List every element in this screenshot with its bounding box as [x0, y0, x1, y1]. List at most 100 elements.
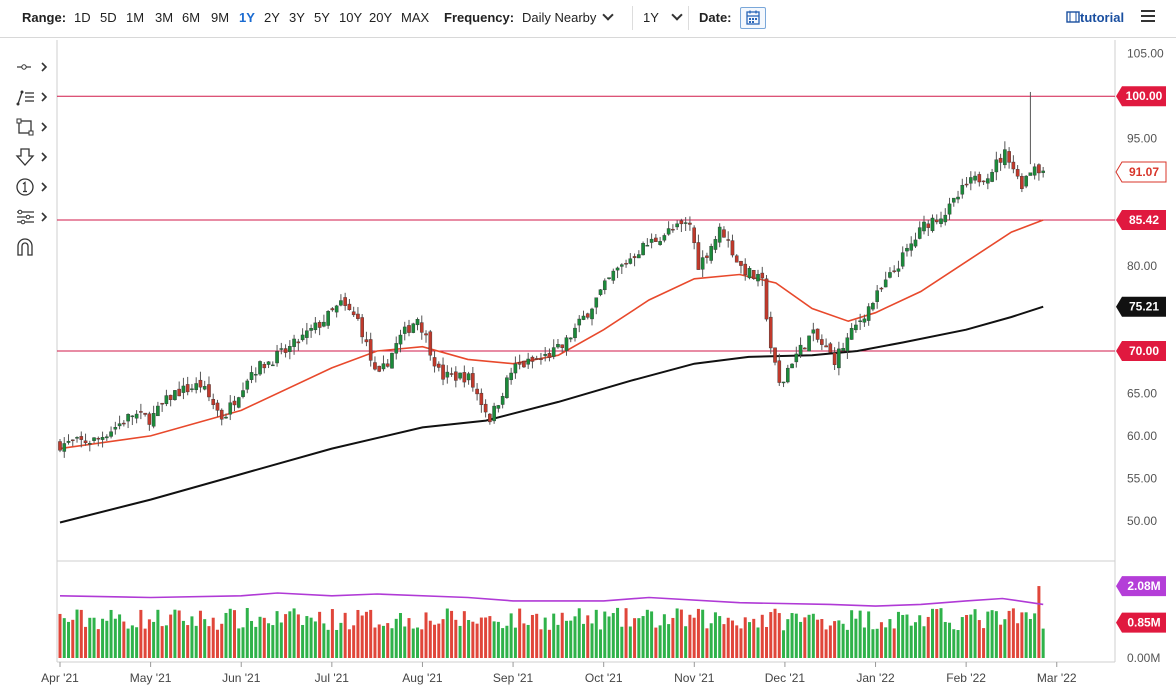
volume-bar — [633, 618, 637, 658]
calendar-button[interactable] — [740, 7, 766, 29]
volume-bar — [760, 614, 764, 658]
candle — [815, 328, 820, 340]
volume-bar — [982, 628, 986, 658]
volume-bar — [777, 613, 781, 658]
volume-bar — [837, 620, 841, 658]
range-button-9m[interactable]: 9M — [211, 10, 230, 25]
volume-bar — [552, 613, 556, 658]
range-button-1m[interactable]: 1M — [126, 10, 145, 25]
volume-bar — [726, 617, 730, 658]
volume-bar — [709, 623, 713, 658]
candle — [385, 363, 390, 367]
volume-bar — [773, 608, 777, 658]
volume-bar — [250, 620, 254, 658]
candle — [832, 352, 837, 365]
volume-bar — [284, 614, 288, 658]
frequency-select[interactable]: Daily Nearby — [522, 9, 615, 25]
candle — [747, 268, 752, 279]
volume-bar — [411, 628, 415, 658]
volume-bar — [386, 623, 390, 658]
volume-bar — [705, 628, 709, 658]
crosshair-tool[interactable] — [14, 56, 52, 80]
volume-bar — [279, 622, 283, 658]
range-button-5y[interactable]: 5Y — [314, 10, 330, 25]
volume-bar — [501, 628, 505, 658]
range-button-5d[interactable]: 5D — [100, 10, 117, 25]
candle — [87, 443, 92, 445]
volume-bar — [173, 609, 177, 658]
range-button-3m[interactable]: 3M — [155, 10, 174, 25]
candle — [262, 364, 267, 369]
candle — [939, 218, 943, 224]
time-tick-label: Aug '21 — [402, 671, 443, 685]
candle — [534, 358, 539, 360]
range-button-1y[interactable]: 1Y — [239, 10, 255, 25]
volume-bar — [556, 624, 560, 658]
candle — [305, 330, 309, 338]
candle — [194, 383, 198, 391]
patterns-tool[interactable] — [14, 206, 52, 230]
candle — [517, 362, 522, 365]
arrow-tool[interactable] — [14, 146, 52, 170]
range-button-10y[interactable]: 10Y — [339, 10, 363, 25]
draw-lines-tool[interactable] — [14, 86, 52, 110]
volume-bar — [262, 617, 266, 658]
volume-bar — [535, 613, 539, 658]
volume-bar — [275, 611, 279, 658]
candle — [300, 334, 305, 341]
candle — [858, 320, 862, 323]
volume-bar — [309, 617, 313, 658]
range-button-max[interactable]: MAX — [401, 10, 430, 25]
time-tick-label: Jun '21 — [222, 671, 261, 685]
candle — [471, 373, 475, 388]
candle — [177, 388, 181, 397]
candle — [951, 197, 956, 203]
volume-bar — [1003, 619, 1007, 658]
candle — [351, 311, 356, 316]
volume-bar — [867, 611, 871, 658]
volume-bar — [58, 613, 62, 658]
candle — [632, 256, 637, 259]
volume-bar — [573, 616, 577, 658]
tutorial-link[interactable]: tutorial — [1066, 10, 1124, 25]
candle — [615, 267, 620, 271]
period-select[interactable]: 1Y — [643, 9, 683, 25]
candle — [1003, 149, 1007, 166]
volume-bar — [782, 630, 786, 658]
candle — [556, 344, 560, 348]
annotation-tool[interactable] — [14, 176, 52, 200]
range-button-6m[interactable]: 6M — [182, 10, 201, 25]
range-button-20y[interactable]: 20Y — [369, 10, 393, 25]
volume-bar — [756, 627, 760, 658]
volume-bar — [369, 609, 373, 658]
volume-bar — [130, 625, 134, 658]
volume-bar — [956, 630, 960, 658]
candle — [513, 363, 518, 374]
volume-bar — [62, 618, 66, 658]
range-button-1d[interactable]: 1D — [74, 10, 91, 25]
arrow-down-icon — [15, 148, 48, 166]
volume-bar — [841, 623, 845, 658]
volume-bar — [156, 609, 160, 658]
volume-bar — [377, 624, 381, 658]
range-button-2y[interactable]: 2Y — [264, 10, 280, 25]
volume-bar — [335, 629, 339, 658]
menu-icon[interactable] — [1141, 10, 1155, 25]
candle — [309, 328, 313, 331]
shapes-tool[interactable] — [14, 116, 52, 140]
candle — [607, 277, 611, 279]
ma50-line — [59, 219, 1044, 450]
volume-bar — [794, 613, 798, 658]
volume-bar — [888, 619, 892, 658]
volume-bar — [190, 616, 194, 658]
candle — [841, 348, 845, 352]
candle — [241, 390, 245, 397]
candle — [866, 306, 871, 321]
candle — [722, 229, 726, 238]
volume-bar — [850, 610, 854, 658]
volume-bar — [467, 619, 471, 658]
magnet-tool[interactable] — [14, 236, 52, 260]
range-button-3y[interactable]: 3Y — [289, 10, 305, 25]
candle — [666, 228, 671, 235]
